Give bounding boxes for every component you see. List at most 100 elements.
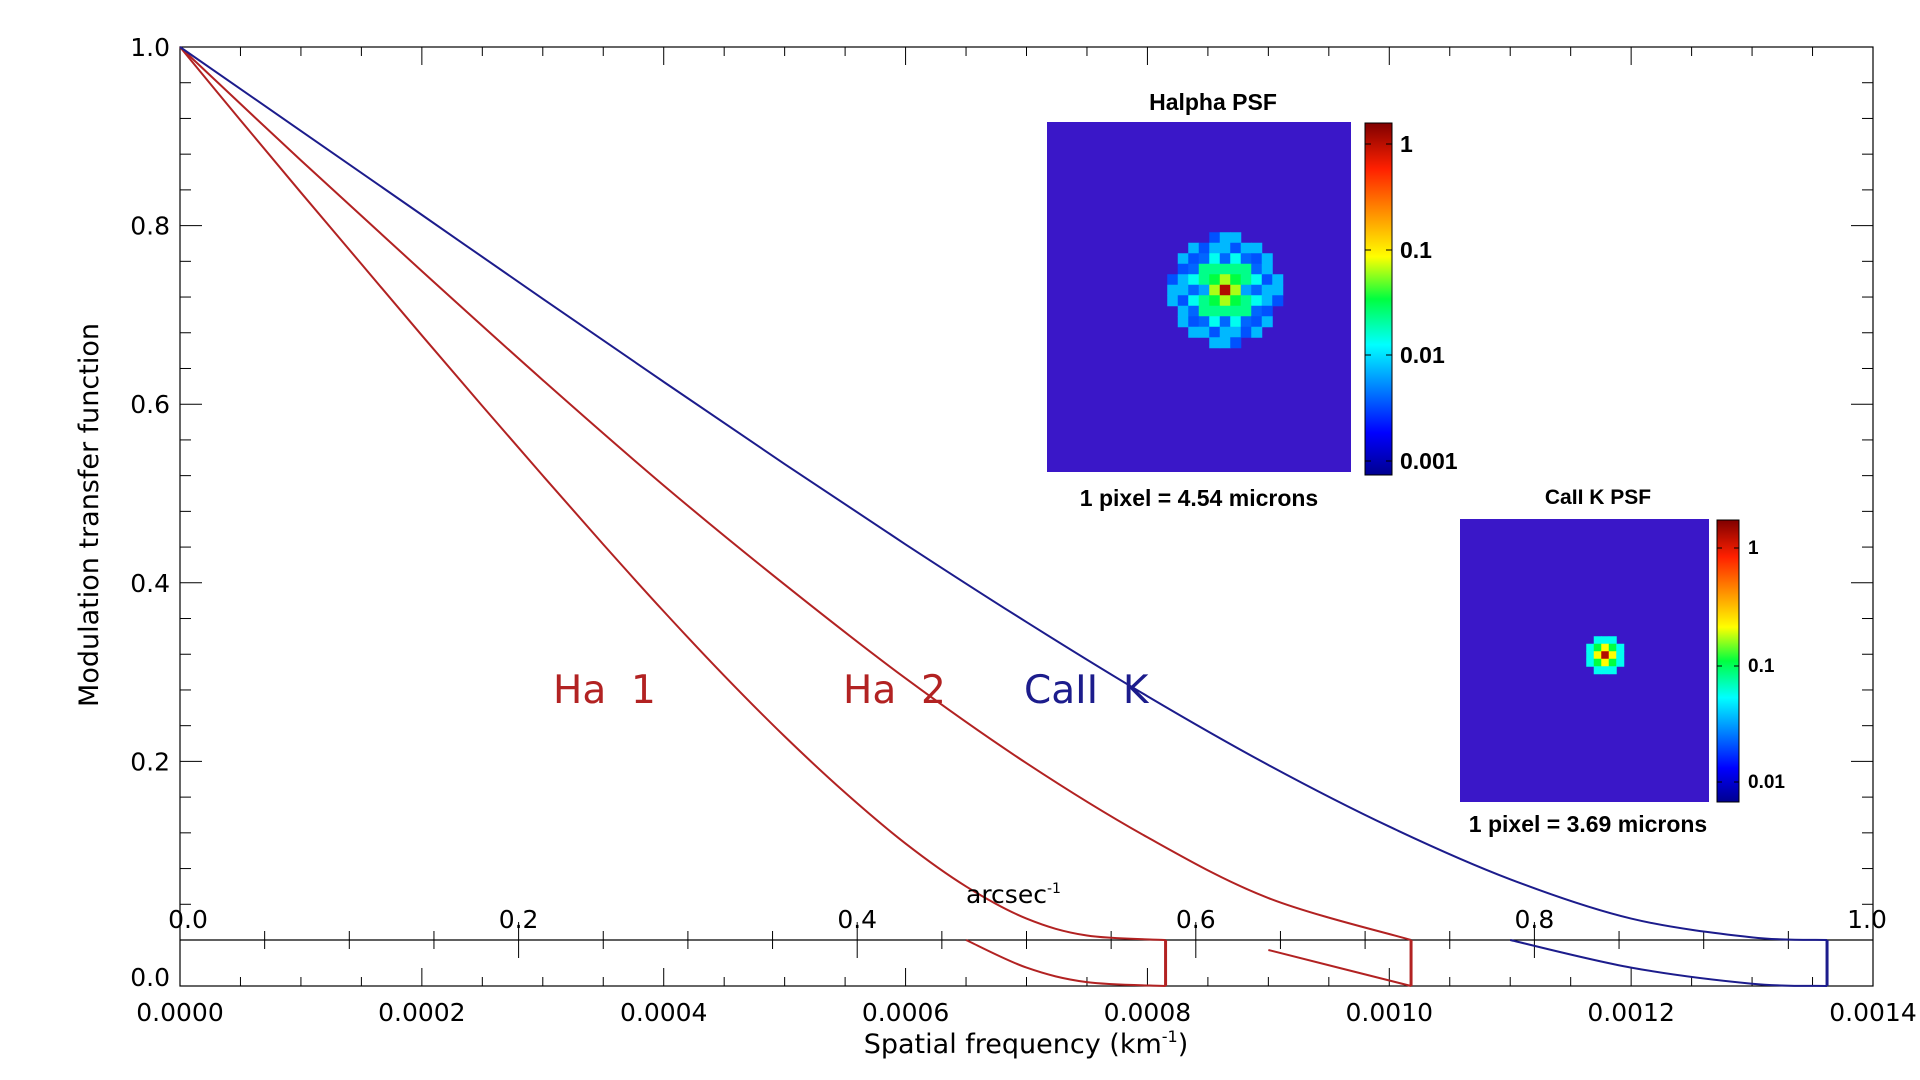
psf-pixel [1240,284,1252,296]
halpha-colorbar-ticks [1365,143,1392,462]
strip-curve-caii-k [1509,939,1828,987]
caiik-psf-inset: CaII K PSF 1 0.1 0.01 1 pixel = 3.69 mic… [1460,486,1785,837]
psf-pixel [1261,284,1273,296]
x-tick-label: 0.0004 [620,998,707,1027]
psf-pixel [1219,263,1231,275]
psf-pixel [1209,305,1221,317]
psf-pixel [1209,337,1221,349]
psf-pixel [1240,242,1252,254]
y-tick-label: 1.0 [130,33,170,62]
psf-pixel [1219,242,1231,254]
psf-pixel [1167,284,1179,296]
strip-curves [965,939,1829,987]
psf-pixel [1177,274,1189,286]
x-tick-label: 0.0006 [862,998,949,1027]
psf-pixel [1177,316,1189,328]
psf-pixel [1230,284,1242,296]
x-tick-label: 0.0008 [1104,998,1191,1027]
psf-pixel [1209,242,1221,254]
psf-pixel [1601,651,1610,660]
halpha-cb-label-3: 0.01 [1400,342,1445,368]
psf-pixel [1219,284,1231,296]
caiik-psf-title: CaII K PSF [1545,486,1651,509]
psf-pixel [1219,232,1231,244]
halpha-psf-pixels [1167,232,1284,349]
psf-pixel [1272,295,1284,307]
psf-pixel [1230,326,1242,338]
psf-pixel [1261,263,1273,275]
psf-pixel [1188,263,1200,275]
psf-pixel [1251,316,1263,328]
secondary-tick-labels: 0.0 0.2 0.4 0.6 0.8 1.0 [168,905,1887,934]
psf-pixel [1198,305,1210,317]
psf-pixel [1198,316,1210,328]
x-tick-label: 0.0014 [1829,998,1916,1027]
plot-frame [179,46,1874,987]
psf-pixel [1251,284,1263,296]
caiik-cb-label-3: 0.01 [1748,772,1785,793]
secondary-tick-label: 0.6 [1176,905,1216,934]
psf-pixel [1593,658,1602,667]
y-tick-label: 0.4 [130,569,170,598]
y-tick-label: 0.6 [130,390,170,419]
caiik-colorbar [1716,519,1740,803]
caiik-psf-pixels [1586,636,1625,675]
caiik-colorbar-ticks [1717,547,1739,783]
psf-pixel [1261,274,1273,286]
halpha-cb-label-4: 0.001 [1400,448,1458,474]
psf-pixel [1209,274,1221,286]
psf-pixel [1593,636,1602,645]
halpha-psf-title: Halpha PSF [1149,89,1277,115]
psf-pixel [1177,305,1189,317]
secondary-tick-label: 0.2 [499,905,539,934]
psf-pixel [1251,263,1263,275]
psf-pixel [1188,295,1200,307]
psf-pixel [1188,305,1200,317]
psf-pixel [1219,337,1231,349]
secondary-tick-label: 1.0 [1847,905,1887,934]
psf-pixel [1230,253,1242,265]
psf-pixel [1177,263,1189,275]
psf-pixel [1251,242,1263,254]
psf-pixel [1586,658,1595,667]
psf-pixel [1601,643,1610,652]
psf-pixel [1240,263,1252,275]
psf-pixel [1230,242,1242,254]
curve-label-ha1: Ha 1 [553,668,656,713]
psf-pixel [1608,666,1617,675]
psf-pixel [1240,316,1252,328]
x-tick-labels: 0.0000 0.0002 0.0004 0.0006 0.0008 0.0010 0.00… [136,998,1916,1027]
psf-pixel [1230,295,1242,307]
curve-label-ha2: Ha 2 [843,668,946,713]
psf-pixel [1608,658,1617,667]
psf-pixel [1167,295,1179,307]
psf-pixel [1230,232,1242,244]
y-tick-label: 0.2 [130,747,170,776]
psf-pixel [1251,305,1263,317]
psf-pixel [1188,284,1200,296]
y-tick-labels: 0.2 0.4 0.6 0.8 1.0 [130,33,170,776]
psf-pixel [1209,316,1221,328]
halpha-colorbar [1364,122,1393,476]
tick-marks [179,46,1874,986]
curve-label-caiik: CaII K [1024,668,1150,713]
psf-pixel [1188,274,1200,286]
psf-pixel [1230,337,1242,349]
curve-ha-2 [179,46,1412,941]
halpha-cb-label-1: 1 [1400,131,1413,157]
psf-pixel [1251,253,1263,265]
psf-pixel [1219,253,1231,265]
psf-pixel [1251,326,1263,338]
psf-pixel [1198,326,1210,338]
psf-pixel [1593,643,1602,652]
psf-pixel [1188,242,1200,254]
caiik-psf-image [1460,519,1709,802]
strip-curve-ha-2 [1268,949,1412,987]
psf-pixel [1219,326,1231,338]
psf-pixel [1230,274,1242,286]
secondary-axis-label: arcsec-1 [966,880,1061,909]
secondary-tick-label: 0.0 [168,905,208,934]
psf-pixel [1230,263,1242,275]
caiik-cb-label-1: 1 [1748,538,1759,559]
